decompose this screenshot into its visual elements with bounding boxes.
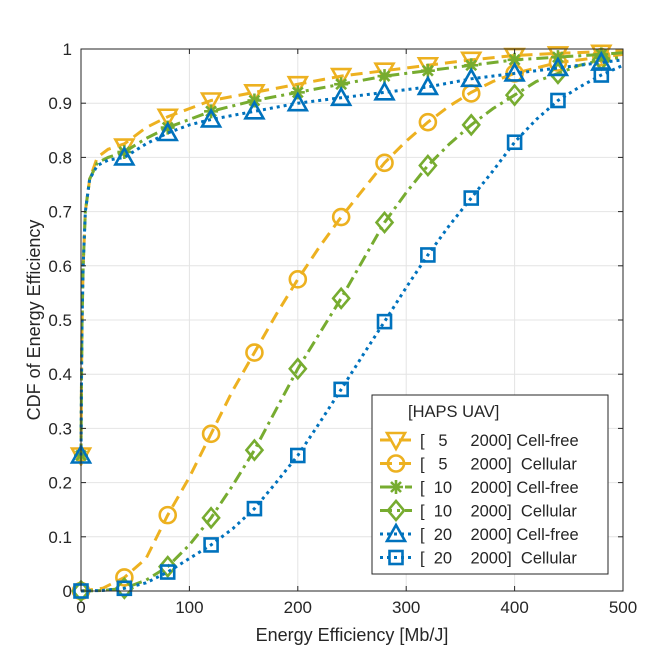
data-point-marker: [246, 500, 263, 517]
data-point-marker: [156, 108, 179, 129]
data-point-marker: [593, 67, 610, 83]
data-point-marker: [115, 568, 134, 587]
y-tick-label: 1: [63, 40, 72, 59]
data-point-marker: [201, 424, 221, 444]
data-point-marker: [243, 84, 266, 105]
legend-header: [HAPS UAV]: [408, 403, 499, 421]
data-point-marker: [416, 75, 440, 96]
data-point-marker: [464, 58, 479, 73]
y-tick-label: 0.6: [48, 257, 72, 276]
legend-marker: [384, 522, 408, 543]
data-point-marker: [203, 537, 219, 553]
data-point-marker: [199, 92, 223, 113]
data-point-marker: [377, 69, 392, 84]
y-tick-label: 0: [63, 582, 72, 601]
x-tick-label: 100: [175, 598, 203, 617]
data-point-marker: [156, 121, 179, 142]
legend-box: [371, 394, 609, 575]
data-point-marker: [376, 313, 393, 330]
y-tick-label: 0.2: [48, 474, 72, 493]
data-point-marker: [288, 270, 308, 289]
legend-item: [ 5 2000] Cellular: [380, 454, 577, 474]
data-point-marker: [199, 107, 223, 128]
series-layer: [69, 44, 624, 603]
y-tick-label: 0.1: [48, 528, 72, 547]
data-point-marker: [245, 343, 264, 362]
axis-ticks: 0 100 200 300 400 500 0 0.1 0.2 0.3 0.4 0.5 0.6 0.7 0.…: [48, 40, 637, 617]
data-point-marker: [420, 63, 435, 78]
data-point-marker: [158, 555, 178, 579]
data-point-marker: [460, 67, 483, 88]
legend: [HAPS UAV] [ 5 2000] Cell-free [ 5 2000] …: [371, 394, 609, 575]
series-5: [69, 50, 624, 464]
legend-marker: [386, 454, 406, 473]
data-point-marker: [461, 113, 481, 137]
data-point-marker: [158, 505, 178, 525]
data-point-marker: [113, 145, 136, 166]
data-point-marker: [288, 357, 308, 381]
series-line: [79, 49, 624, 456]
data-point-marker: [503, 61, 526, 82]
legend-label: [ 20 2000] Cellular: [420, 550, 577, 568]
data-point-marker: [159, 564, 176, 580]
data-point-marker: [420, 247, 436, 263]
legend-item: [ 20 2000] Cellular: [380, 550, 577, 568]
data-point-marker: [375, 153, 394, 173]
legend-label: [ 10 2000] Cell-free: [420, 479, 579, 497]
legend-label: [ 10 2000] Cellular: [420, 503, 577, 521]
data-point-marker: [244, 438, 265, 462]
legend-label: [ 5 2000] Cellular: [420, 456, 577, 474]
y-tick-label: 0.5: [48, 311, 72, 330]
legend-marker: [384, 431, 408, 452]
y-axis-label: CDF of Energy Efficiency: [24, 220, 44, 421]
data-point-marker: [334, 77, 349, 92]
y-tick-label: 0.7: [48, 203, 72, 222]
x-tick-label: 200: [284, 598, 312, 617]
data-point-marker: [243, 99, 266, 120]
data-point-marker: [463, 190, 480, 206]
series-line: [80, 55, 624, 593]
y-tick-label: 0.4: [48, 365, 72, 384]
x-tick-label: 400: [500, 598, 528, 617]
legend-item: [ 5 2000] Cell-free: [380, 431, 579, 452]
data-point-marker: [333, 381, 349, 398]
data-point-marker: [550, 92, 566, 109]
legend-item: [ 10 2000] Cell-free: [380, 479, 579, 497]
x-tick-label: 500: [609, 598, 637, 617]
y-tick-label: 0.8: [48, 148, 72, 167]
data-point-marker: [504, 83, 525, 107]
legend-item: [ 20 2000] Cell-free: [380, 522, 579, 544]
data-point-marker: [418, 154, 438, 178]
y-tick-label: 0.3: [48, 419, 72, 438]
x-axis-label: Energy Efficiency [Mb/J]: [256, 625, 449, 645]
data-point-marker: [329, 86, 353, 107]
y-tick-label: 0.9: [48, 94, 72, 113]
x-tick-label: 300: [392, 598, 420, 617]
data-point-marker: [116, 580, 133, 597]
data-point-marker: [374, 210, 395, 234]
data-point-marker: [506, 134, 523, 151]
data-point-marker: [373, 80, 396, 101]
data-point-marker: [329, 67, 353, 88]
legend-item: [ 10 2000] Cellular: [380, 498, 577, 523]
series-line: [80, 52, 624, 593]
x-tick-label: 0: [76, 598, 85, 617]
legend-marker: [389, 480, 403, 494]
data-point-marker: [331, 207, 351, 227]
series-line: [79, 58, 624, 456]
legend-label: [ 20 2000] Cell-free: [420, 526, 579, 544]
data-point-marker: [201, 506, 221, 530]
data-point-marker: [286, 75, 310, 96]
data-point-marker: [418, 112, 438, 132]
data-point-marker: [286, 91, 310, 112]
data-point-marker: [331, 286, 351, 310]
data-point-marker: [289, 447, 306, 464]
legend-label: [ 5 2000] Cell-free: [420, 432, 579, 450]
data-point-marker: [546, 56, 570, 77]
legend-marker: [386, 498, 406, 523]
series-line: [80, 63, 624, 593]
legend-marker: [388, 549, 404, 566]
